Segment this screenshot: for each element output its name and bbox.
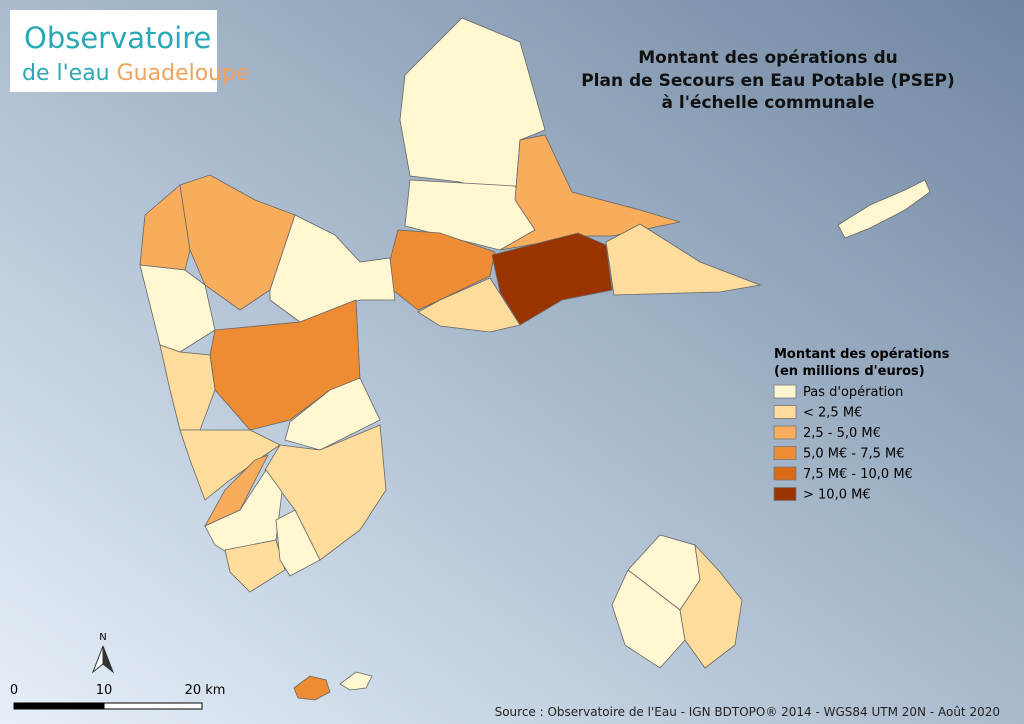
legend-swatch bbox=[773, 446, 797, 460]
scale-label: 0 bbox=[10, 683, 18, 698]
legend-swatch bbox=[773, 384, 797, 399]
legend-label: > 10,0 M€ bbox=[803, 488, 871, 503]
logo-line2b: Guadeloupe bbox=[117, 61, 250, 86]
legend-label: < 2,5 M€ bbox=[803, 406, 862, 421]
logo-line1: Observatoire bbox=[24, 21, 211, 55]
north-label: N bbox=[99, 632, 106, 643]
scale-bar: 0 10 20 km bbox=[10, 683, 226, 710]
scale-segment bbox=[13, 702, 105, 710]
legend-swatch bbox=[773, 487, 797, 501]
source: Source : Observatoire de l'Eau - IGN BDT… bbox=[495, 705, 1000, 719]
legend-title: Montant des opérations bbox=[774, 347, 950, 362]
north-arrow-right bbox=[102, 645, 115, 674]
north-arrow: N bbox=[91, 632, 115, 674]
legend-label: 2,5 - 5,0 M€ bbox=[803, 426, 881, 441]
scale-segment bbox=[103, 702, 203, 710]
legend-label: Pas d'opération bbox=[803, 385, 903, 400]
logo-box bbox=[10, 10, 217, 92]
legend: Montant des opérations (en millions d'eu… bbox=[773, 347, 950, 503]
title-line: Montant des opérations du bbox=[638, 48, 897, 68]
title: Montant des opérations du Plan de Secour… bbox=[581, 48, 955, 113]
legend-label: 7,5 M€ - 10,0 M€ bbox=[803, 467, 913, 482]
legend-swatch bbox=[773, 405, 797, 419]
logo: Observatoire de l'eau Guadeloupe bbox=[10, 10, 250, 92]
legend-label: 5,0 M€ - 7,5 M€ bbox=[803, 447, 905, 462]
legend-swatch bbox=[773, 425, 797, 440]
scale-label: 20 km bbox=[185, 683, 226, 698]
logo-line2a: de l'eau bbox=[22, 61, 110, 86]
logo-line2: de l'eau Guadeloupe bbox=[22, 61, 250, 86]
title-line: Plan de Secours en Eau Potable (PSEP) bbox=[581, 71, 955, 91]
legend-title: (en millions d'euros) bbox=[774, 364, 925, 379]
title-line: à l'échelle communale bbox=[662, 93, 875, 113]
legend-swatch bbox=[773, 466, 797, 481]
communes bbox=[139, 17, 931, 701]
scale-label: 10 bbox=[96, 683, 113, 698]
